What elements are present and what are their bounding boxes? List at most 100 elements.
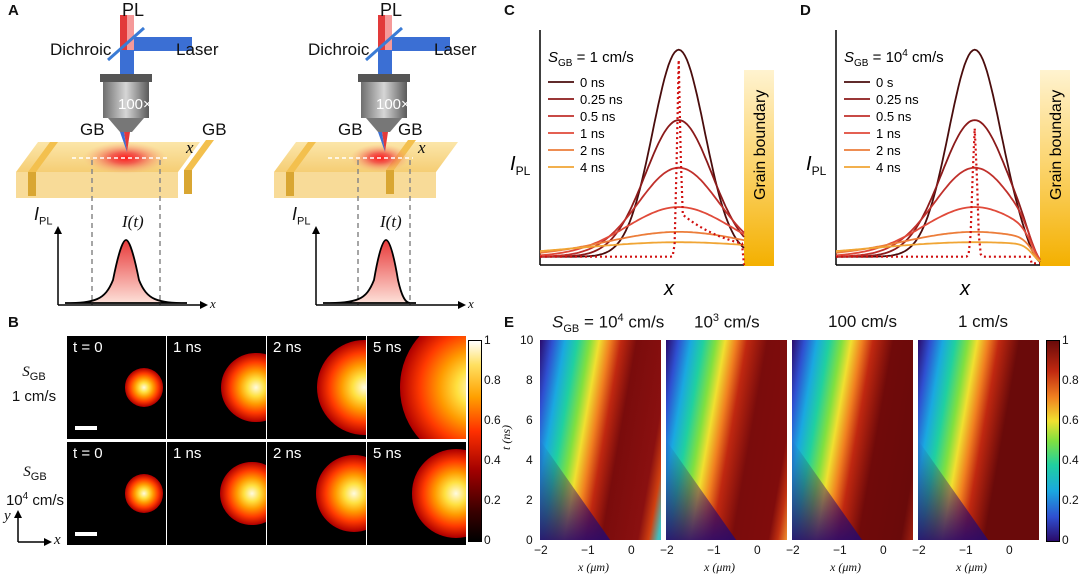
e-ylabel: t (ns)	[499, 425, 513, 450]
e-ytick: 2	[526, 493, 533, 507]
e-colorbar-tick: 0.2	[1062, 493, 1079, 507]
a2-axis-x-text: x	[468, 296, 474, 311]
profile-curve-3	[835, 206, 1041, 261]
a1-ipl-label: IPL	[34, 204, 53, 228]
b-frame-label: 1 ns	[173, 339, 202, 356]
e-xtick: −1	[959, 543, 973, 557]
plot-title: SGB = 1 cm/s	[548, 49, 634, 69]
panel-c-label: C	[504, 2, 515, 19]
b-frame-label: 1 ns	[173, 445, 202, 462]
e-xtick: −1	[833, 543, 847, 557]
a2-laser-text: Laser	[434, 40, 477, 59]
b-spot	[399, 336, 466, 439]
e-xtick: −1	[581, 543, 595, 557]
a2-gb-left-text: GB	[338, 120, 363, 139]
profile-curve-0	[540, 48, 745, 258]
b-colorbar-tick: 0.2	[484, 493, 501, 507]
a1-axis-x-text: x	[210, 296, 216, 311]
e-colorbar-tick: 0	[1062, 533, 1069, 547]
legend-label-5: 4 ns	[876, 160, 901, 175]
b-xy-axes	[14, 510, 52, 546]
b-spot	[125, 474, 164, 513]
e-colorbar	[1046, 340, 1060, 542]
b-spot	[221, 352, 266, 423]
y-axis-label: IPL	[510, 153, 531, 178]
setup-left	[16, 15, 214, 309]
b-frame-label: 5 ns	[373, 445, 402, 462]
b-colorbar-tick: 0	[484, 533, 491, 547]
b-map-r1-f4: 5 ns	[367, 336, 466, 439]
y-axis-label: IPL	[806, 153, 827, 178]
profile-curve-3	[539, 206, 745, 257]
e-colorbar-tick: 1	[1062, 333, 1069, 347]
b-row2-label: SGB 104 cm/s	[5, 464, 65, 509]
legend-label-0: 0 ns	[580, 75, 605, 90]
b-colorbar-tick: 0.6	[484, 413, 501, 427]
a1-laser-text: Laser	[176, 40, 219, 59]
b-spot	[220, 461, 266, 526]
b-map-r1-f2: 1 ns	[167, 336, 266, 439]
profile-curve-1	[836, 119, 1041, 261]
scale-bar	[75, 532, 97, 536]
a2-objective-text: 100×	[376, 96, 410, 113]
b-map-r2-f4: 5 ns	[367, 442, 466, 545]
panel-e-label: E	[504, 314, 515, 331]
b-row1-label: SGB 1 cm/s	[11, 364, 57, 405]
panel-d-plot: Grain boundary 0 s 0.25 ns 0.5 ns 1 ns 2 ns 4 …	[806, 30, 1070, 300]
b-frame-label: t = 0	[73, 445, 103, 462]
e-colorbar-tick: 0.4	[1062, 453, 1079, 467]
e-xtick: 0	[880, 543, 887, 557]
e-xtick: −2	[534, 543, 548, 557]
profile-curve-5	[539, 241, 745, 252]
b-map-r2-f1: t = 0	[67, 442, 166, 545]
e-title-1: SGB = 104 cm/s	[552, 312, 665, 336]
profile-curve-2	[835, 166, 1041, 260]
legend-label-3: 1 ns	[876, 126, 901, 141]
e-title-2: 103 cm/s	[694, 312, 760, 332]
b-spot	[316, 339, 366, 435]
b-colorbar-tick: 1	[484, 333, 491, 347]
setup-right	[274, 15, 466, 309]
scale-bar	[75, 426, 97, 430]
legend-label-1: 0.25 ns	[580, 92, 623, 107]
a2-dichroic-text: Dichroic	[308, 40, 370, 59]
e-colorbar-tick: 0.8	[1062, 373, 1079, 387]
legend-label-0: 0 s	[876, 75, 894, 90]
e-colorbar-tick: 0.6	[1062, 413, 1079, 427]
e-ytick: 4	[526, 453, 533, 467]
e-xtick: 0	[754, 543, 761, 557]
b-spot	[316, 455, 366, 532]
steady-state-curve	[836, 128, 1040, 265]
b-map-r2-f3: 2 ns	[267, 442, 366, 545]
b-map-r1-f3: 2 ns	[267, 336, 366, 439]
grain-boundary-band	[744, 70, 774, 266]
steady-state-curve	[540, 60, 746, 266]
b-axis-x: x	[54, 532, 61, 548]
a1-it-text: I(t)	[122, 212, 144, 231]
panel-a-label: A	[8, 2, 19, 19]
a1-dichroic-text: Dichroic	[50, 40, 112, 59]
grain-boundary-label: Grain boundary	[752, 90, 769, 200]
legend-label-4: 2 ns	[876, 143, 901, 158]
e-xtick: 0	[1006, 543, 1013, 557]
e-xtick: −2	[912, 543, 926, 557]
b-colorbar-tick: 0.4	[484, 453, 501, 467]
e-title-3: 100 cm/s	[828, 312, 897, 331]
e-title-4: 1 cm/s	[958, 312, 1009, 331]
e-ytick: 0	[526, 533, 533, 547]
a1-pl-text: PL	[122, 0, 145, 20]
a1-x-text: x	[186, 138, 194, 157]
grain-boundary-band	[1040, 70, 1070, 266]
a2-pl-text: PL	[380, 0, 403, 20]
legend-label-2: 0.5 ns	[876, 109, 912, 124]
panel-c-plot: Grain boundary 0 ns 0.25 ns 0.5 ns 1 ns 2 ns 4…	[510, 30, 774, 300]
profile-curve-1	[540, 119, 745, 258]
b-frame-label: 2 ns	[273, 339, 302, 356]
panel-a-schematic	[16, 15, 466, 309]
legend-label-2: 0.5 ns	[580, 109, 616, 124]
e-ytick: 6	[526, 413, 533, 427]
e-ytick: 10	[520, 333, 534, 347]
plot-title: SGB = 104 cm/s	[844, 48, 944, 69]
b-spot	[411, 449, 466, 538]
profile-curve-5	[835, 241, 1041, 263]
